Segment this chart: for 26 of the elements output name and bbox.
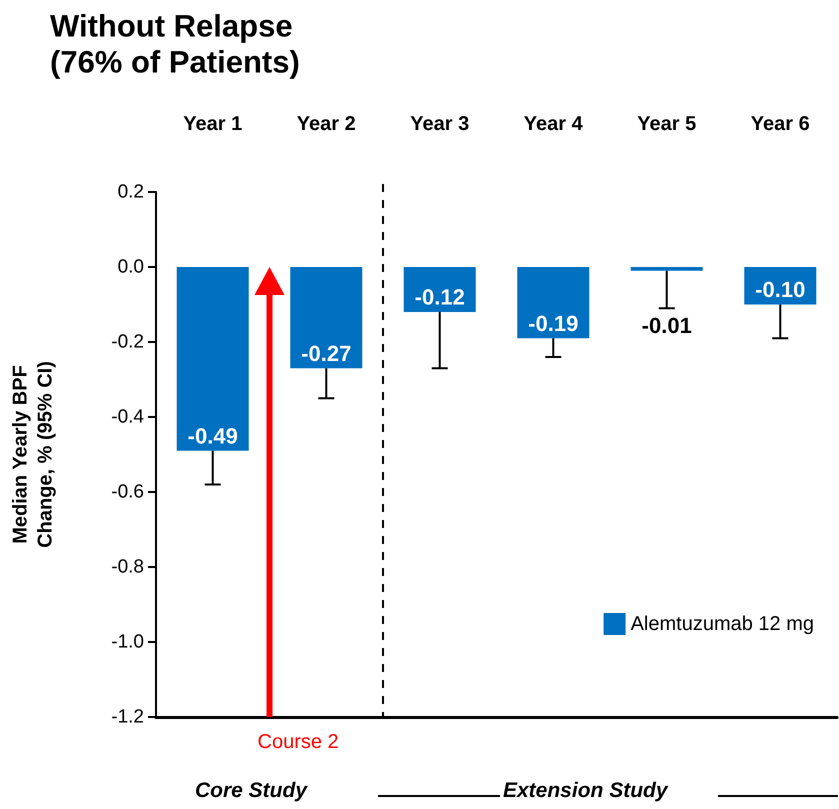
x-tick-label: Year 1 — [183, 113, 242, 135]
text: Extension Study — [503, 779, 669, 802]
y-tick-label: 0.2 — [118, 182, 144, 202]
text: -0.10 — [755, 277, 806, 302]
y-tick-label: -0.8 — [111, 556, 144, 578]
text: -0.49 — [188, 423, 238, 448]
y-tick-label: 0.0 — [118, 256, 144, 278]
x-tick-label: Year 5 — [637, 113, 696, 135]
y-tick-label: -0.2 — [111, 332, 144, 352]
y-tick-label: -0.6 — [111, 482, 144, 502]
x-tick-label: Year 2 — [296, 113, 356, 135]
y-tick-label: -1.0 — [111, 632, 144, 652]
chart-title: Without Relapse (76% of Patients) — [50, 8, 300, 80]
x-tick-label: Year 6 — [750, 113, 810, 135]
y-tick-label: -0.4 — [111, 406, 144, 428]
text: -0.27 — [301, 340, 352, 366]
text: Course 2 — [258, 731, 339, 753]
y-axis-title: Median Yearly BPF Change, % (95% CI) — [10, 361, 56, 548]
text: -0.01 — [642, 312, 692, 338]
y-tick-label: -1.2 — [111, 706, 144, 728]
x-tick-label: Year 4 — [524, 113, 584, 135]
text: -0.19 — [528, 310, 578, 336]
text: Core Study — [195, 779, 308, 802]
text: -0.12 — [414, 284, 465, 310]
legend-label: Alemtuzumab 12 mg — [630, 613, 814, 635]
x-tick-label: Year 3 — [410, 113, 470, 135]
